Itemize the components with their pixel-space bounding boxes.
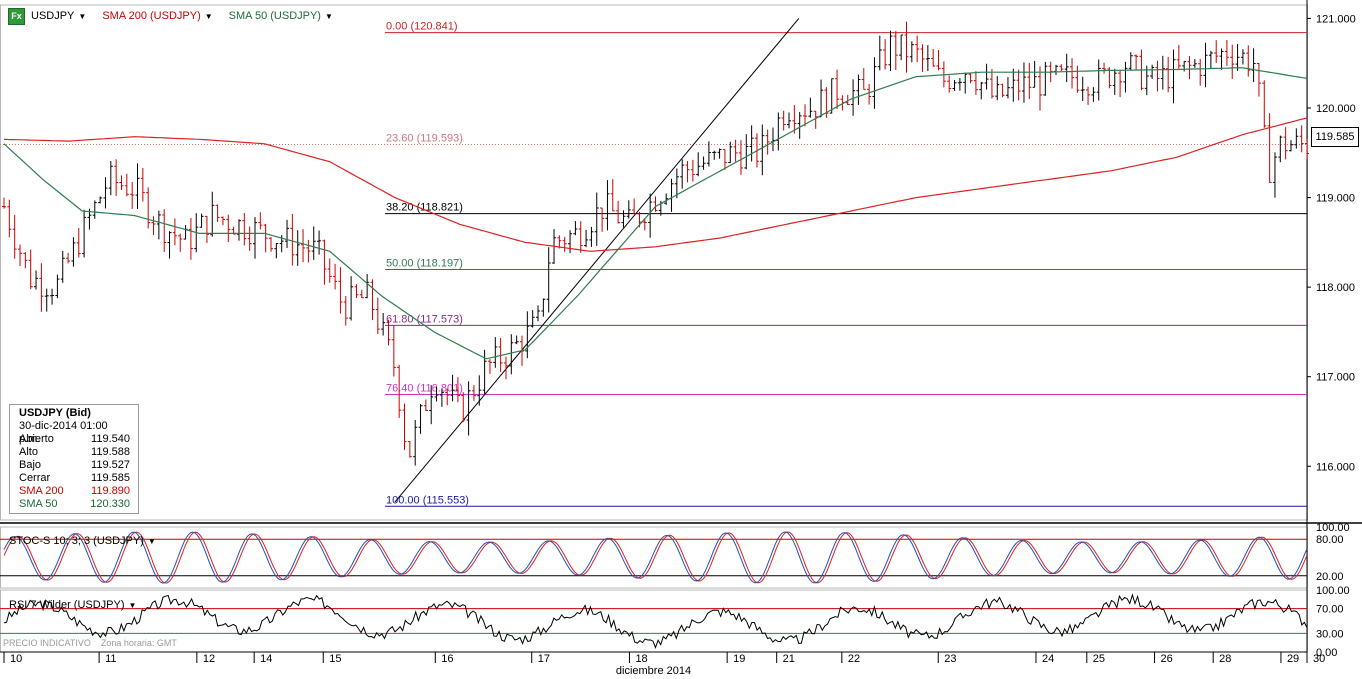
fx-icon: Fx xyxy=(8,7,25,25)
legend-item-sma50[interactable]: SMA 50 (USDJPY) ▼ xyxy=(229,10,333,22)
x-tick-label: 28 xyxy=(1219,653,1231,665)
month-label: diciembre 2014 xyxy=(615,665,692,677)
y-tick-label: 118.000 xyxy=(1316,282,1355,294)
y-tick-label: 116.000 xyxy=(1316,461,1355,473)
x-tick-label: 17 xyxy=(538,653,550,665)
x-tick-label: 26 xyxy=(1161,653,1173,665)
y-tick-label: 121.000 xyxy=(1316,13,1356,25)
stoch-label: STOC-S 10; 3; 3 (USDJPY) xyxy=(9,535,144,547)
fib-level-label: 100.00 (115.553) xyxy=(386,494,469,506)
sma50-line xyxy=(3,67,1308,360)
panel-frame xyxy=(0,4,1308,521)
x-tick-label: 16 xyxy=(441,653,453,665)
watermark-left: PRECIO INDICATIVO xyxy=(3,638,91,648)
rsi-tick-label: 100.00 xyxy=(1316,585,1350,597)
legend-bar: Fx USDJPY ▼ SMA 200 (USDJPY) ▼ SMA 50 (U… xyxy=(8,7,343,25)
rsi-label: RSI 7 Wilder (USDJPY) xyxy=(9,599,125,611)
x-tick-label: 18 xyxy=(635,653,647,665)
info-datetime: 30-dic-2014 01:00 p.m. xyxy=(19,420,108,445)
dropdown-arrow-icon[interactable]: ▼ xyxy=(147,536,156,546)
candles xyxy=(2,21,1309,466)
rsi-tick-label: 0.00 xyxy=(1316,647,1337,659)
rsi-line xyxy=(3,593,1308,650)
x-tick-label: 30 xyxy=(1313,653,1325,665)
stoch-tick-label: 20.00 xyxy=(1316,571,1344,583)
stoch-tick-label: 100.00 xyxy=(1316,522,1350,534)
x-tick-label: 10 xyxy=(10,653,22,665)
x-tick-label: 29 xyxy=(1287,653,1299,665)
watermark: PRECIO INDICATIVO Zona horaria: GMT xyxy=(3,638,177,648)
x-tick-label: 15 xyxy=(329,653,341,665)
dropdown-arrow-icon[interactable]: ▼ xyxy=(204,11,213,21)
fib-level-label: 50.00 (118.197) xyxy=(386,257,463,269)
info-row-sma200: SMA 200 119.890 xyxy=(19,485,130,497)
fib-level-label: 76.40 (116.801) xyxy=(386,383,463,395)
y-tick-label: 119.000 xyxy=(1316,193,1355,205)
x-tick-label: 19 xyxy=(733,653,745,665)
fib-level-label: 23.60 (119.593) xyxy=(386,132,463,144)
info-row-sma50: SMA 50 120.330 xyxy=(19,498,130,510)
dropdown-arrow-icon[interactable]: ▼ xyxy=(324,11,333,21)
dropdown-arrow-icon[interactable]: ▼ xyxy=(128,600,137,610)
last-price-tag: 119.585 xyxy=(1311,127,1359,147)
rsi-tick-label: 70.00 xyxy=(1316,604,1344,616)
sma200-line xyxy=(3,117,1308,252)
y-tick-label: 117.000 xyxy=(1316,372,1355,384)
x-tick-label: 21 xyxy=(783,653,795,665)
x-tick-label: 24 xyxy=(1042,653,1054,665)
rsi-legend[interactable]: RSI 7 Wilder (USDJPY) ▼ xyxy=(9,599,136,611)
x-tick-label: 25 xyxy=(1093,653,1105,665)
x-tick-label: 14 xyxy=(260,653,272,665)
legend-item-usdjpy[interactable]: USDJPY ▼ xyxy=(31,10,86,22)
info-row-open: Abierto 119.540 xyxy=(19,433,130,445)
legend-label: SMA 200 (USDJPY) xyxy=(102,10,201,22)
x-tick-label: 22 xyxy=(848,653,860,665)
rsi-tick-label: 30.00 xyxy=(1316,628,1344,640)
info-row-close: Cerrar 119.585 xyxy=(19,472,130,484)
info-row-high: Alto 119.588 xyxy=(19,446,130,458)
y-tick-label: 120.000 xyxy=(1316,103,1356,115)
watermark-right: Zona horaria: GMT xyxy=(100,638,177,648)
dropdown-arrow-icon[interactable]: ▼ xyxy=(78,11,87,21)
stoch-legend[interactable]: STOC-S 10; 3; 3 (USDJPY) ▼ xyxy=(9,535,156,547)
fib-level-label: 38.20 (118.821) xyxy=(386,202,463,214)
trendline xyxy=(394,18,800,503)
legend-label: USDJPY xyxy=(31,10,75,22)
info-title: USDJPY (Bid) xyxy=(19,407,91,419)
x-tick-label: 11 xyxy=(105,653,116,665)
legend-label: SMA 50 (USDJPY) xyxy=(228,10,321,22)
ohlc-info-box: USDJPY (Bid) 30-dic-2014 01:00 p.m. Abie… xyxy=(9,404,139,514)
x-tick-label: 12 xyxy=(203,653,215,665)
stoch-k-line xyxy=(3,531,1308,584)
fib-level-label: 0.00 (120.841) xyxy=(386,21,458,33)
info-row-low: Bajo 119.527 xyxy=(19,459,130,471)
stoch-tick-label: 80.00 xyxy=(1316,534,1344,546)
x-tick-label: 23 xyxy=(944,653,956,665)
fib-level-label: 61.80 (117.573) xyxy=(386,313,463,325)
stoch-d-line xyxy=(3,531,1308,584)
legend-item-sma200[interactable]: SMA 200 (USDJPY) ▼ xyxy=(102,10,212,22)
